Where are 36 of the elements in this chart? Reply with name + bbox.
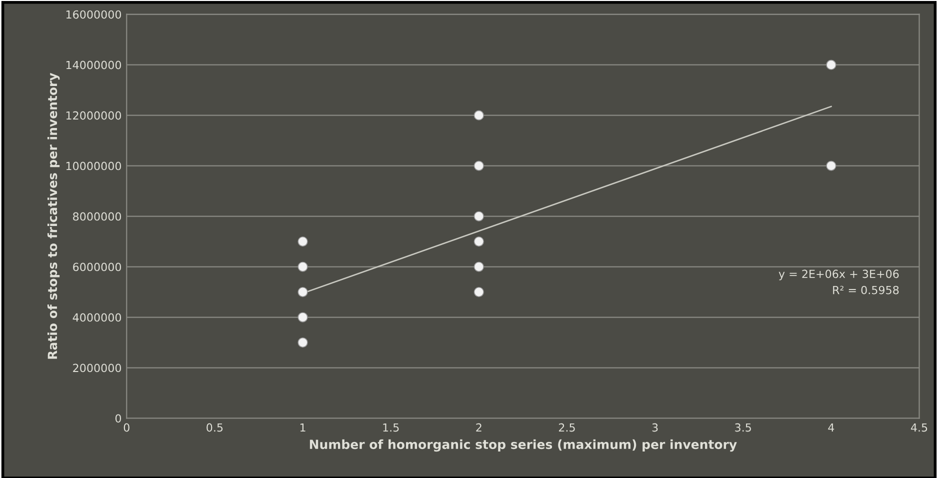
point bbox=[474, 160, 484, 171]
y-tick-label: 14000000 bbox=[66, 60, 122, 70]
point bbox=[298, 337, 308, 348]
y-tick-label: 4000000 bbox=[72, 313, 122, 322]
x-tick-label: 0.5 bbox=[206, 423, 223, 432]
annotation: R² = 0.5958 bbox=[833, 286, 899, 294]
x-axis-title: Number of homorganic stop series (maximum) per inventory bbox=[310, 439, 737, 452]
point bbox=[474, 236, 484, 247]
annotation: y = 2E+06x + 3E+06 bbox=[778, 270, 899, 280]
point bbox=[826, 60, 836, 70]
x-tick-label: 2 bbox=[476, 423, 482, 432]
point bbox=[826, 160, 836, 171]
y-tick-label: 0 bbox=[115, 414, 122, 423]
x-tick-label: 4 bbox=[828, 423, 834, 432]
x-tick-label: 3 bbox=[652, 423, 658, 432]
point bbox=[474, 262, 484, 272]
point bbox=[298, 312, 308, 322]
x-tick-label: 1 bbox=[300, 423, 306, 432]
x-tick-label: 1.5 bbox=[383, 423, 399, 432]
x-tick-label: 3.5 bbox=[735, 423, 751, 432]
point bbox=[474, 110, 484, 120]
point bbox=[474, 286, 484, 298]
x-tick-label: 2.5 bbox=[558, 423, 575, 432]
point bbox=[298, 286, 308, 298]
y-tick-label: 2000000 bbox=[73, 364, 122, 372]
point bbox=[474, 211, 484, 222]
y-tick-label: 12000000 bbox=[66, 111, 122, 120]
y-axis-title: Ratio of stops to fricatives per inventory bbox=[47, 72, 60, 359]
point bbox=[298, 236, 308, 247]
x-tick-label: 0 bbox=[124, 423, 130, 432]
y-tick-label: 10000000 bbox=[66, 162, 122, 170]
y-tick-label: 8000000 bbox=[73, 212, 122, 221]
point bbox=[298, 262, 308, 272]
y-tick-label: 16000000 bbox=[66, 10, 122, 19]
y-tick-label: 6000000 bbox=[73, 262, 122, 272]
x-tick-label: 4.5 bbox=[910, 423, 928, 432]
